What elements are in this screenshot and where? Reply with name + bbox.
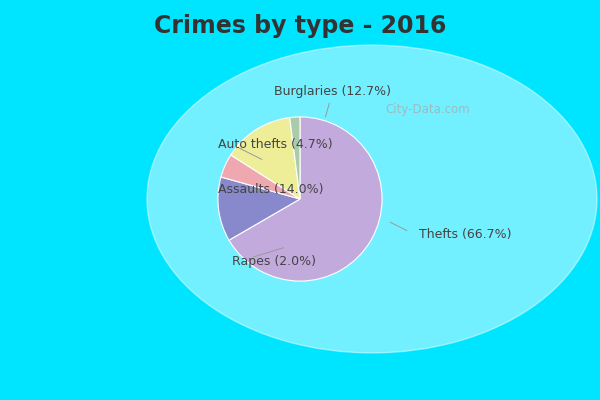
Text: Burglaries (12.7%): Burglaries (12.7%) xyxy=(274,85,391,98)
Text: Assaults (14.0%): Assaults (14.0%) xyxy=(218,183,323,196)
Wedge shape xyxy=(290,117,300,199)
Wedge shape xyxy=(231,118,300,199)
Text: City-Data.com: City-Data.com xyxy=(385,103,470,116)
Text: Crimes by type - 2016: Crimes by type - 2016 xyxy=(154,14,446,38)
Text: Rapes (2.0%): Rapes (2.0%) xyxy=(232,256,316,268)
Text: Thefts (66.7%): Thefts (66.7%) xyxy=(419,228,512,241)
Wedge shape xyxy=(218,177,300,240)
Wedge shape xyxy=(229,117,382,281)
Text: Auto thefts (4.7%): Auto thefts (4.7%) xyxy=(218,138,332,151)
Ellipse shape xyxy=(147,45,597,353)
Wedge shape xyxy=(221,155,300,199)
